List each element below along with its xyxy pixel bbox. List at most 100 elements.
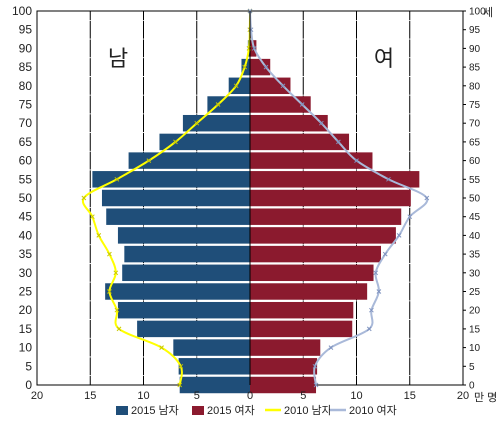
y-tick-label-left: 35 (19, 247, 33, 261)
y-tick-label-left: 85 (19, 60, 33, 74)
line-2010-male-marker-stroke (233, 83, 239, 89)
bar-2015-female (250, 358, 318, 375)
bar-2015-female (250, 208, 402, 225)
legend-item-2015-male: 2015 남자 (116, 404, 179, 417)
bar-2015-female (250, 301, 354, 319)
y-tick-label-left: 75 (19, 98, 33, 112)
line-2010-female-marker (366, 326, 372, 332)
line-2010-male-marker-stroke (159, 345, 164, 350)
line-2010-male-marker (107, 289, 112, 294)
line-2010-male-marker (215, 102, 221, 107)
y-tick-label-right: 30 (469, 268, 481, 279)
legend-item-2010-female: 2010 여자 (330, 404, 397, 417)
line-2010-female-marker (424, 195, 430, 201)
line-2010-male-marker-stroke (90, 214, 95, 220)
line-2010-female-marker-stroke (354, 158, 359, 163)
y-tick-label-right: 5 (469, 362, 475, 373)
legend-swatch-2015-female (192, 406, 204, 415)
line-2010-female-marker (312, 363, 318, 369)
y-tick-label-left: 90 (19, 41, 33, 55)
line-2010-female-marker-stroke (280, 83, 286, 89)
line-2010-male-marker (159, 345, 164, 350)
bar-2015-male (137, 320, 250, 338)
bar-2015-male (128, 152, 250, 169)
bar-2015-male (117, 301, 250, 319)
line-2010-male-marker (114, 176, 120, 182)
line-2010-male-marker-stroke (114, 176, 120, 182)
line-2010-male-marker (114, 307, 120, 313)
line-2010-female-marker-stroke (369, 307, 374, 313)
line-2010-female-marker (407, 214, 413, 220)
y-tick-label-right: 65 (469, 137, 481, 148)
line-2010-female-marker (336, 139, 341, 145)
x-tick-label: 5 (194, 390, 200, 402)
y-tick-label-left: 55 (19, 172, 33, 186)
x-tick-label: 0 (247, 390, 253, 402)
bar-2015-female (250, 114, 328, 132)
line-2010-female-marker (386, 176, 391, 182)
line-2010-female-marker-stroke (319, 120, 324, 126)
line-2010-female-marker (382, 251, 388, 257)
line-2010-male-marker-stroke (173, 139, 178, 145)
annotation-male: 남 (108, 46, 128, 71)
bar-2015-female (250, 376, 317, 394)
bar-2015-female (250, 133, 350, 151)
y-tick-label-right: 100 (469, 7, 486, 18)
line-2010-female-marker-stroke (328, 345, 334, 350)
line-2010-female-marker (280, 83, 286, 89)
y-tick-label-right: 95 (469, 25, 481, 36)
line-2010-female-marker-stroke (373, 270, 379, 276)
legend-label-2015-female: 2015 여자 (207, 404, 255, 417)
y-tick-label-left: 65 (19, 135, 33, 149)
bar-2015-female (250, 227, 396, 244)
legend-label-2010-male: 2010 남자 (284, 404, 332, 417)
line-2010-male-marker-stroke (178, 363, 184, 369)
line-2010-male-marker (96, 233, 102, 238)
line-2010-female-marker-stroke (313, 382, 319, 388)
line-2010-female-marker-stroke (299, 102, 305, 107)
y-tick-label-left: 40 (19, 228, 33, 242)
y-tick-label-left: 30 (19, 266, 33, 280)
y-tick-label-right: 10 (469, 343, 481, 354)
line-2010-male-marker (242, 64, 248, 70)
line-2010-female-marker (328, 345, 334, 350)
bar-2015-female (250, 264, 374, 282)
line-2010-female-marker-stroke (382, 251, 388, 257)
line-2010-female-marker (369, 307, 374, 313)
line-2010-female-marker (396, 233, 402, 238)
line-2010-female-marker-stroke (366, 326, 372, 332)
line-2010-female-marker (299, 102, 305, 107)
legend-item-2015-female: 2015 여자 (192, 404, 255, 417)
y-tick-label-right: 90 (469, 44, 481, 55)
legend-label-2015-male: 2015 남자 (131, 404, 179, 417)
bar-2015-male (122, 264, 250, 282)
y-tick-label-left: 25 (19, 285, 33, 299)
bar-2015-male (179, 376, 250, 394)
line-2010-male-marker-stroke (96, 233, 102, 238)
line-2010-male-marker (173, 139, 178, 145)
y-tick-label-left: 60 (19, 154, 33, 168)
y-tick-label-right: 50 (469, 194, 481, 205)
line-2010-female-marker-stroke (376, 289, 382, 294)
x-tick-label: 20 (31, 390, 43, 402)
bar-2015-male (241, 58, 250, 76)
line-2010-male-marker (177, 382, 183, 388)
line-2010-male-marker-stroke (215, 102, 221, 107)
line-2010-male-marker-stroke (107, 251, 112, 257)
y-tick-label-left: 100 (12, 4, 32, 18)
line-2010-female-marker-stroke (386, 176, 391, 182)
bar-2015-female (250, 283, 368, 300)
legend-item-2010-male: 2010 남자 (265, 404, 332, 417)
line-2010-female-marker (373, 270, 379, 276)
line-2010-male-marker-stroke (177, 382, 183, 388)
line-2010-male-marker-stroke (116, 326, 122, 332)
y-tick-label-right: 85 (469, 63, 481, 74)
bar-2015-male (124, 245, 250, 263)
line-2010-male-marker-stroke (194, 120, 200, 126)
line-2010-female-marker-stroke (263, 64, 269, 70)
bar-2015-male (117, 227, 250, 244)
bar-2015-female (250, 152, 373, 169)
y-tick-label-left: 80 (19, 79, 33, 93)
